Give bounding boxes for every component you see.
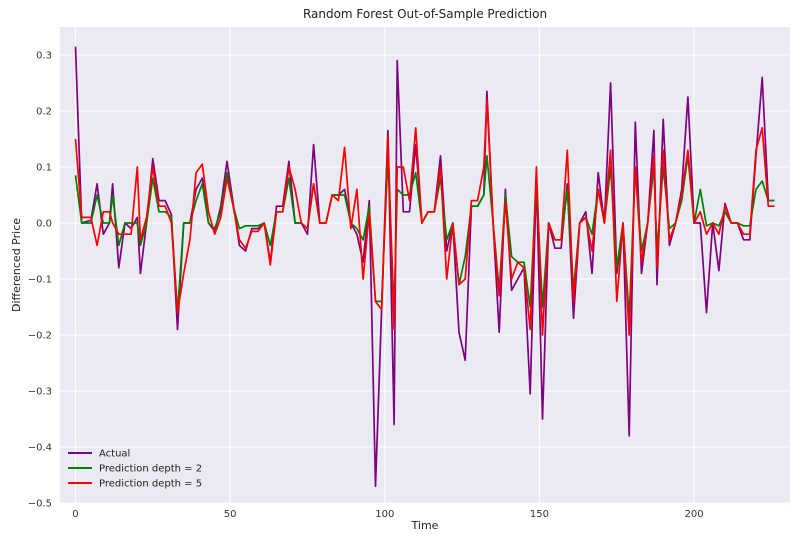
legend-label-2: Prediction depth = 2 [99, 464, 202, 475]
legend: Actual Prediction depth = 2 Prediction dep… [68, 449, 202, 490]
x-tick-label: 0 [72, 509, 78, 520]
y-tick-label: −0.3 [28, 387, 52, 398]
y-tick-label: −0.4 [28, 443, 52, 454]
x-ticks: 0 50 100 150 200 [72, 509, 703, 520]
y-axis-label: Differenced Price [10, 218, 23, 312]
legend-label-3: Prediction depth = 5 [99, 479, 202, 490]
series-line-3 [74, 98, 775, 336]
y-ticks: −0.5 −0.4 −0.3 −0.2 −0.1 0.0 0.1 0.2 0.3 [28, 51, 52, 510]
y-tick-label: −0.2 [28, 331, 52, 342]
y-tick-label: 0.0 [36, 219, 52, 230]
y-tick-label: 0.2 [36, 107, 52, 118]
x-tick-label: 200 [685, 509, 704, 520]
legend-label-1: Actual [99, 449, 130, 460]
chart-title: Random Forest Out-of-Sample Prediction [303, 7, 547, 21]
x-tick-label: 50 [224, 509, 237, 520]
y-tick-label: −0.1 [28, 275, 52, 286]
y-tick-label: −0.5 [28, 499, 52, 510]
x-tick-label: 150 [530, 509, 549, 520]
x-axis-label: Time [411, 519, 439, 532]
series-group [74, 46, 775, 488]
plot-area [60, 27, 790, 503]
x-tick-label: 100 [375, 509, 394, 520]
y-tick-label: 0.1 [36, 163, 52, 174]
y-tick-label: 0.3 [36, 51, 52, 62]
